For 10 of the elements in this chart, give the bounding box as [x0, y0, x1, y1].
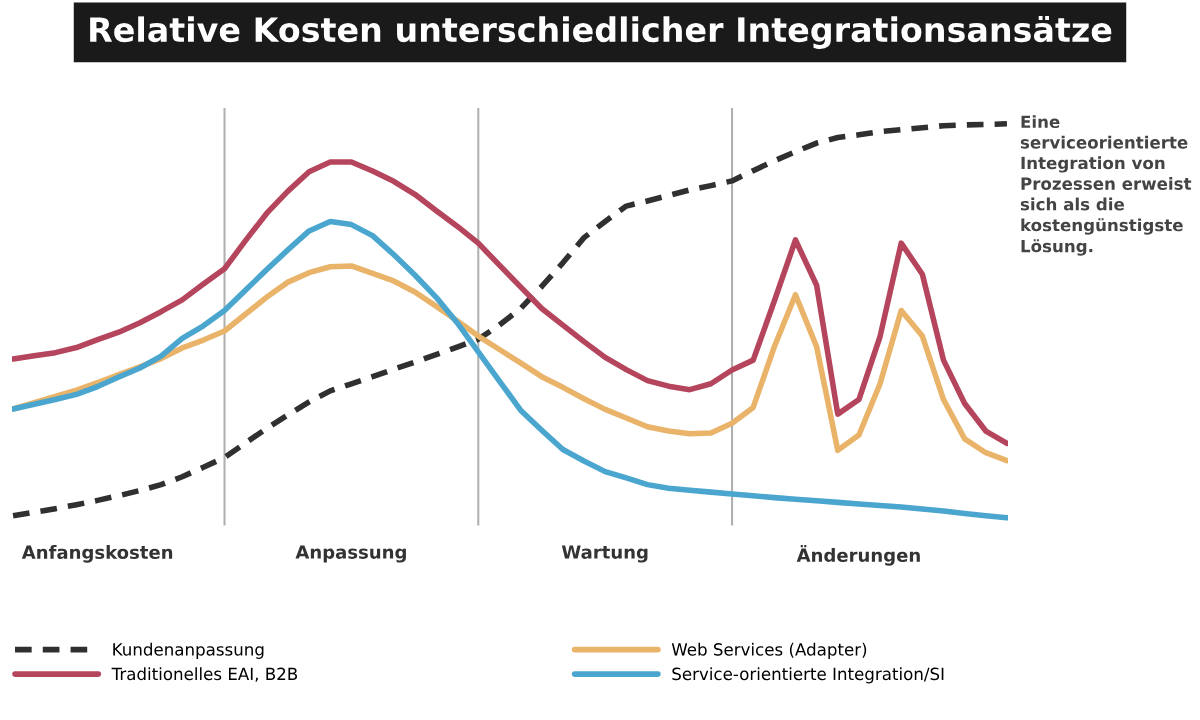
legend-label: Traditionelles EAI, B2B	[111, 667, 298, 682]
x-tick-label: Anfangskosten	[21, 545, 173, 563]
legend-label: Web Services (Adapter)	[671, 642, 867, 659]
x-tick-label: Anpassung	[295, 545, 406, 563]
chart-title: Relative Kosten unterschiedlicher Integrationsansätze	[90, 15, 1112, 49]
legend-label: Kundenanpassung	[113, 642, 264, 659]
x-tick-label: Wartung	[561, 545, 648, 563]
x-tick-label: Änderungen	[796, 545, 920, 566]
text: Eine serviceorientierte Integration von Prozessen erweist sich als die kostengünstigste Lösung.	[1020, 115, 1192, 256]
legend-label: Service-orientierte Integration/SI	[672, 667, 944, 684]
